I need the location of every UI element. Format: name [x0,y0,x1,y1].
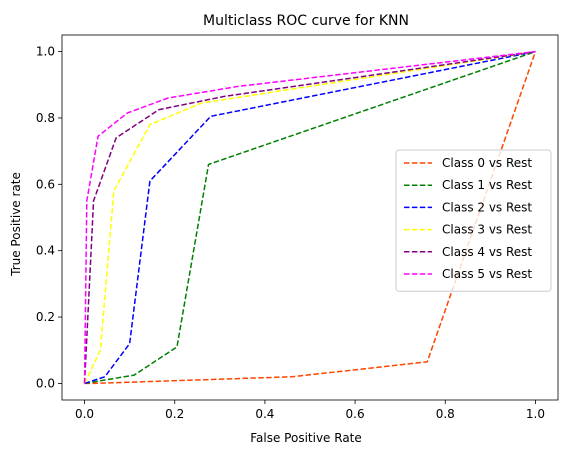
x-tick-label: 0.6 [346,407,365,421]
legend-label-class-1: Class 1 vs Rest [442,178,532,192]
legend-label-class-2: Class 2 vs Rest [442,200,532,214]
x-tick-label: 0.2 [165,407,184,421]
x-tick-label: 0.8 [436,407,455,421]
x-tick-label: 0.4 [255,407,274,421]
y-tick-label: 0.0 [36,376,55,390]
legend-label-class-5: Class 5 vs Rest [442,267,532,281]
y-tick-label: 0.6 [36,177,55,191]
y-tick-label: 0.4 [36,244,55,258]
y-tick-label: 0.8 [36,111,55,125]
y-tick-label: 0.2 [36,310,55,324]
chart-title: Multiclass ROC curve for KNN [203,13,409,29]
x-tick-label: 0.0 [75,407,94,421]
y-tick-label: 1.0 [36,45,55,59]
x-tick-label: 1.0 [526,407,545,421]
legend-label-class-3: Class 3 vs Rest [442,223,532,237]
legend-label-class-0: Class 0 vs Rest [442,156,532,170]
legend: Class 0 vs Rest Class 1 vs Rest Class 2 vs… [396,150,551,291]
legend-label-class-4: Class 4 vs Rest [442,245,532,259]
x-axis-label: False Positive Rate [250,431,362,445]
y-axis-label: True Positive rate [9,172,23,277]
